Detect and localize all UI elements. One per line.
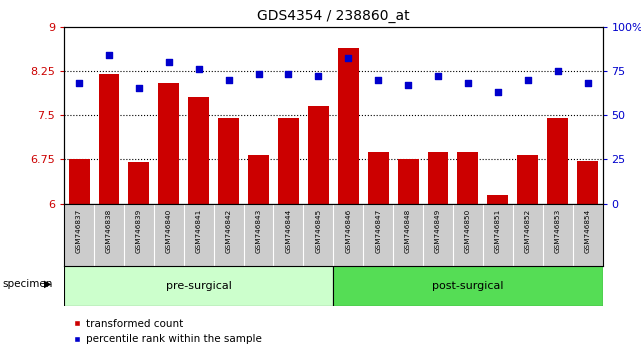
Text: GSM746846: GSM746846 [345,209,351,253]
Bar [128,162,149,204]
Point [74,80,84,86]
Bar [218,118,239,204]
Title: GDS4354 / 238860_at: GDS4354 / 238860_at [257,9,410,23]
Point [553,68,563,74]
Bar [577,161,598,204]
Text: GSM746843: GSM746843 [256,209,262,253]
Bar [99,74,119,204]
Text: GSM746854: GSM746854 [585,209,590,253]
Text: GSM746839: GSM746839 [136,209,142,253]
Bar [188,97,209,204]
Text: ▶: ▶ [44,279,52,289]
Text: GSM746837: GSM746837 [76,209,82,253]
Bar [338,48,359,204]
Point [194,66,204,72]
Text: GSM746838: GSM746838 [106,209,112,253]
Text: GSM746853: GSM746853 [554,209,561,253]
Bar [368,152,388,204]
Point [283,72,294,77]
Bar [487,195,508,204]
Text: GSM746847: GSM746847 [375,209,381,253]
Bar [547,118,568,204]
Text: post-surgical: post-surgical [432,281,504,291]
Bar [517,155,538,204]
Point [433,73,443,79]
Text: pre-surgical: pre-surgical [166,281,231,291]
Bar [278,118,299,204]
Point [224,77,234,82]
Bar [333,266,603,306]
Point [253,72,263,77]
Point [104,52,114,58]
Point [463,80,473,86]
Text: GSM746851: GSM746851 [495,209,501,253]
Bar [428,152,449,204]
Point [343,56,353,61]
Bar [308,106,329,204]
Point [313,73,324,79]
Bar [248,155,269,204]
Text: GSM746849: GSM746849 [435,209,441,253]
Point [493,89,503,95]
Point [163,59,174,65]
Point [134,86,144,91]
Text: GSM746842: GSM746842 [226,209,231,253]
Legend: transformed count, percentile rank within the sample: transformed count, percentile rank withi… [69,315,266,348]
Text: specimen: specimen [2,279,53,289]
Text: GSM746840: GSM746840 [166,209,172,253]
Point [403,82,413,88]
Text: GSM746841: GSM746841 [196,209,202,253]
Point [373,77,383,82]
Bar [64,266,333,306]
Text: GSM746852: GSM746852 [525,209,531,253]
Bar [397,159,419,204]
Text: GSM746848: GSM746848 [405,209,411,253]
Text: GSM746850: GSM746850 [465,209,471,253]
Point [583,80,593,86]
Text: GSM746844: GSM746844 [285,209,292,253]
Bar [69,159,90,204]
Point [522,77,533,82]
Bar [158,82,179,204]
Bar [458,152,478,204]
Text: GSM746845: GSM746845 [315,209,321,253]
